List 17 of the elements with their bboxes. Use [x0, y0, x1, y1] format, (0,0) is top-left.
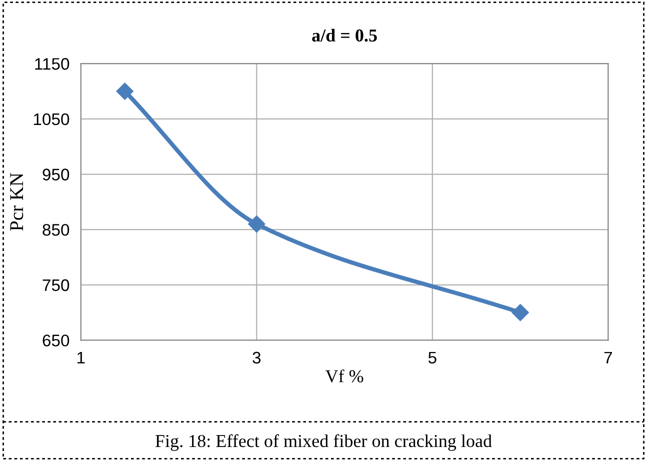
x-tick-label: 7 [604, 352, 612, 364]
y-tick-label: 850 [42, 224, 70, 236]
x-tick-label: 3 [252, 352, 261, 364]
point [248, 215, 266, 233]
chart-title: a/d = 0.5 [312, 28, 377, 42]
x-tick-label: 5 [428, 352, 436, 364]
y-tick-label: 1050 [34, 113, 70, 126]
y-tick-label: 750 [42, 279, 70, 292]
point [512, 304, 529, 322]
point [116, 82, 134, 100]
y-tick-label: 1150 [35, 58, 70, 70]
y-tick-label: 950 [42, 168, 70, 180]
y-axis-title: Pcr KN [10, 172, 24, 231]
x-axis-title: Vf % [325, 369, 364, 382]
caption: Fig. 18: Effect of mixed fiber on cracking load [155, 434, 492, 451]
y-tick-label: 650 [42, 334, 70, 346]
x-tick-label: 1 [78, 352, 85, 364]
